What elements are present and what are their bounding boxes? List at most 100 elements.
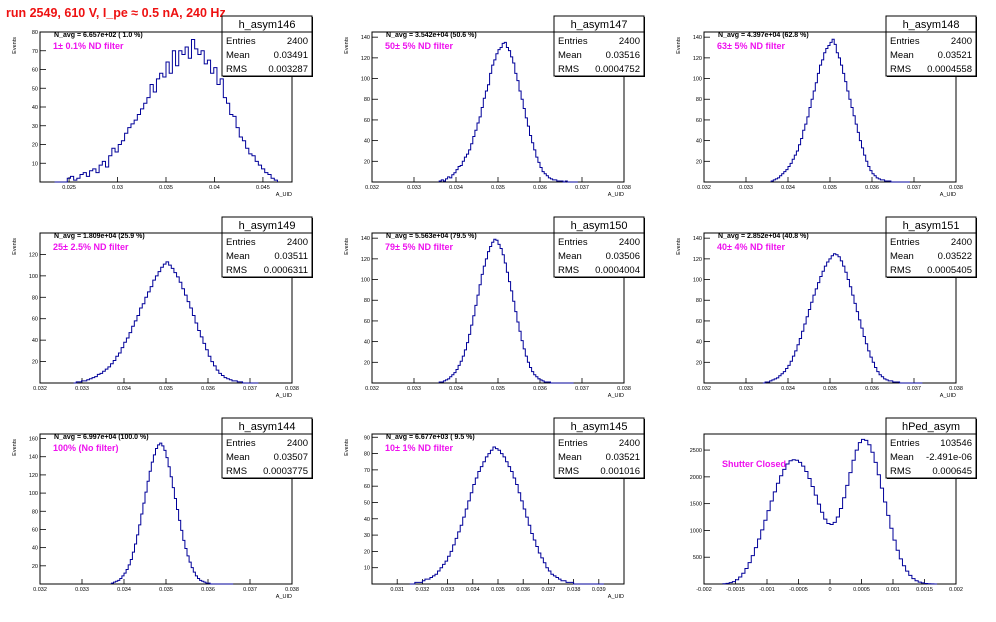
stats-value-entries: 2400 (619, 438, 640, 449)
x-tick-label: 0.0015 (916, 587, 933, 593)
x-tick-label: 0.033 (441, 587, 455, 593)
y-tick-label: 80 (32, 30, 38, 36)
y-tick-label: 90 (364, 435, 370, 441)
filter-label: Shutter Closed (722, 459, 786, 469)
navg-label: N_avg = 1.809e+04 (25.9 %) (54, 233, 145, 240)
histogram-name: h_asym150 (571, 220, 628, 232)
y-tick-label: 30 (32, 124, 38, 130)
y-tick-label: 20 (32, 143, 38, 149)
x-tick-label: 0.036 (533, 386, 547, 392)
histogram-name: h_asym151 (903, 220, 960, 232)
stats-box (221, 417, 313, 479)
stats-label-rms: RMS (890, 466, 911, 477)
x-tick-label: 0.032 (697, 386, 711, 392)
histogram-series (722, 438, 938, 585)
x-tick-label: -0.001 (759, 587, 775, 593)
filter-label: 63± 5% ND filter (717, 41, 785, 51)
y-tick-label: 100 (693, 278, 702, 284)
y-tick-label: 60 (364, 484, 370, 490)
navg-label: N_avg = 2.852e+04 (40.8 %) (718, 233, 809, 240)
histogram-series (409, 446, 604, 585)
stats-label-entries: Entries (558, 438, 588, 449)
y-tick-label: 100 (693, 77, 702, 83)
stats-value-mean: 0.03521 (606, 452, 640, 463)
x-tick-label: 0.033 (75, 587, 89, 593)
y-tick-label: 120 (29, 252, 38, 258)
y-tick-label: 40 (32, 105, 38, 111)
filter-label: 50± 5% ND filter (385, 41, 453, 51)
y-axis-title: Events (344, 238, 350, 255)
y-tick-label: 40 (32, 546, 38, 552)
histogram-name: h_asym146 (239, 19, 296, 31)
x-tick-label: -0.0005 (789, 587, 808, 593)
page-title: run 2549, 610 V, I_pe ≈ 0.5 nA, 240 Hz (6, 6, 226, 20)
x-axis-title: A_UID (608, 393, 624, 399)
x-tick-label: 0.036 (533, 185, 547, 191)
stats-label-rms: RMS (226, 64, 247, 75)
histogram-name: h_asym144 (239, 421, 296, 433)
x-tick-label: 0.04 (209, 185, 220, 191)
y-tick-label: 60 (364, 319, 370, 325)
y-tick-label: 80 (364, 298, 370, 304)
stats-label-entries: Entries (890, 438, 920, 449)
y-tick-label: 80 (364, 97, 370, 103)
navg-label: N_avg = 4.397e+04 (62.8 %) (718, 32, 809, 39)
x-tick-label: 0.035 (491, 386, 505, 392)
histogram-name: h_asym149 (239, 220, 296, 232)
y-tick-label: 20 (32, 564, 38, 570)
x-axis-title: A_UID (276, 393, 292, 399)
filter-label: 79± 5% ND filter (385, 242, 453, 252)
y-tick-label: 30 (364, 533, 370, 539)
y-axis-title: Events (676, 37, 682, 54)
y-tick-label: 1000 (690, 528, 702, 534)
y-tick-label: 120 (693, 56, 702, 62)
filter-label: 40± 4% ND filter (717, 242, 785, 252)
stats-box (885, 216, 977, 278)
x-tick-label: 0.034 (781, 386, 795, 392)
stats-label-mean: Mean (558, 50, 582, 61)
stats-label-rms: RMS (558, 466, 579, 477)
x-tick-label: 0.036 (201, 386, 215, 392)
x-tick-label: 0.032 (33, 386, 47, 392)
histogram-series (438, 238, 574, 384)
histogram-panel: 0.032 0.033 0.034 0.035 0.036 0.037 0.038 20 40 6… (344, 15, 645, 198)
stats-value-rms: 0.0004752 (595, 64, 640, 75)
x-tick-label: 0.038 (285, 386, 299, 392)
y-tick-label: 140 (693, 35, 702, 41)
y-tick-label: 80 (696, 298, 702, 304)
stats-value-entries: 2400 (287, 36, 308, 47)
x-tick-label: 0.032 (416, 587, 430, 593)
x-tick-label: 0.036 (865, 386, 879, 392)
stats-label-entries: Entries (226, 438, 256, 449)
y-tick-label: 2500 (690, 448, 702, 454)
histogram-panel: -0.002 -0.0015 -0.001 -0.0005 0 0.0005 0.001 0.… (690, 417, 977, 593)
stats-value-mean: 0.03491 (274, 50, 308, 61)
histogram-series (73, 261, 259, 384)
histogram-panel: 0.032 0.033 0.034 0.035 0.036 0.037 0.038 20 40 6… (12, 216, 313, 399)
stats-box (553, 15, 645, 77)
x-axis-title: A_UID (276, 594, 292, 600)
x-tick-label: 0.032 (697, 185, 711, 191)
y-tick-label: 10 (32, 161, 38, 167)
y-tick-label: 160 (29, 437, 38, 443)
y-tick-label: 20 (364, 549, 370, 555)
stats-value-mean: 0.03521 (938, 50, 972, 61)
x-tick-label: 0.033 (739, 185, 753, 191)
y-tick-label: 1500 (690, 502, 702, 508)
stats-value-rms: 0.0004558 (927, 64, 972, 75)
y-tick-label: 10 (364, 566, 370, 572)
stats-label-entries: Entries (890, 36, 920, 47)
x-tick-label: 0.032 (365, 185, 379, 191)
navg-label: N_avg = 3.542e+04 (50.6 %) (386, 32, 477, 39)
stats-box (221, 15, 313, 77)
x-tick-label: 0.033 (739, 386, 753, 392)
x-axis-title: A_UID (940, 393, 956, 399)
stats-label-mean: Mean (890, 452, 914, 463)
y-tick-label: 70 (32, 49, 38, 55)
navg-label: N_avg = 6.677e+03 ( 9.5 %) (386, 434, 475, 441)
histogram-panel: 0.031 0.032 0.033 0.034 0.035 0.036 0.037 0.038… (344, 417, 645, 600)
x-tick-label: 0.037 (243, 386, 257, 392)
y-tick-label: 60 (696, 118, 702, 124)
x-tick-label: 0.034 (449, 185, 463, 191)
stats-value-entries: 2400 (619, 237, 640, 248)
